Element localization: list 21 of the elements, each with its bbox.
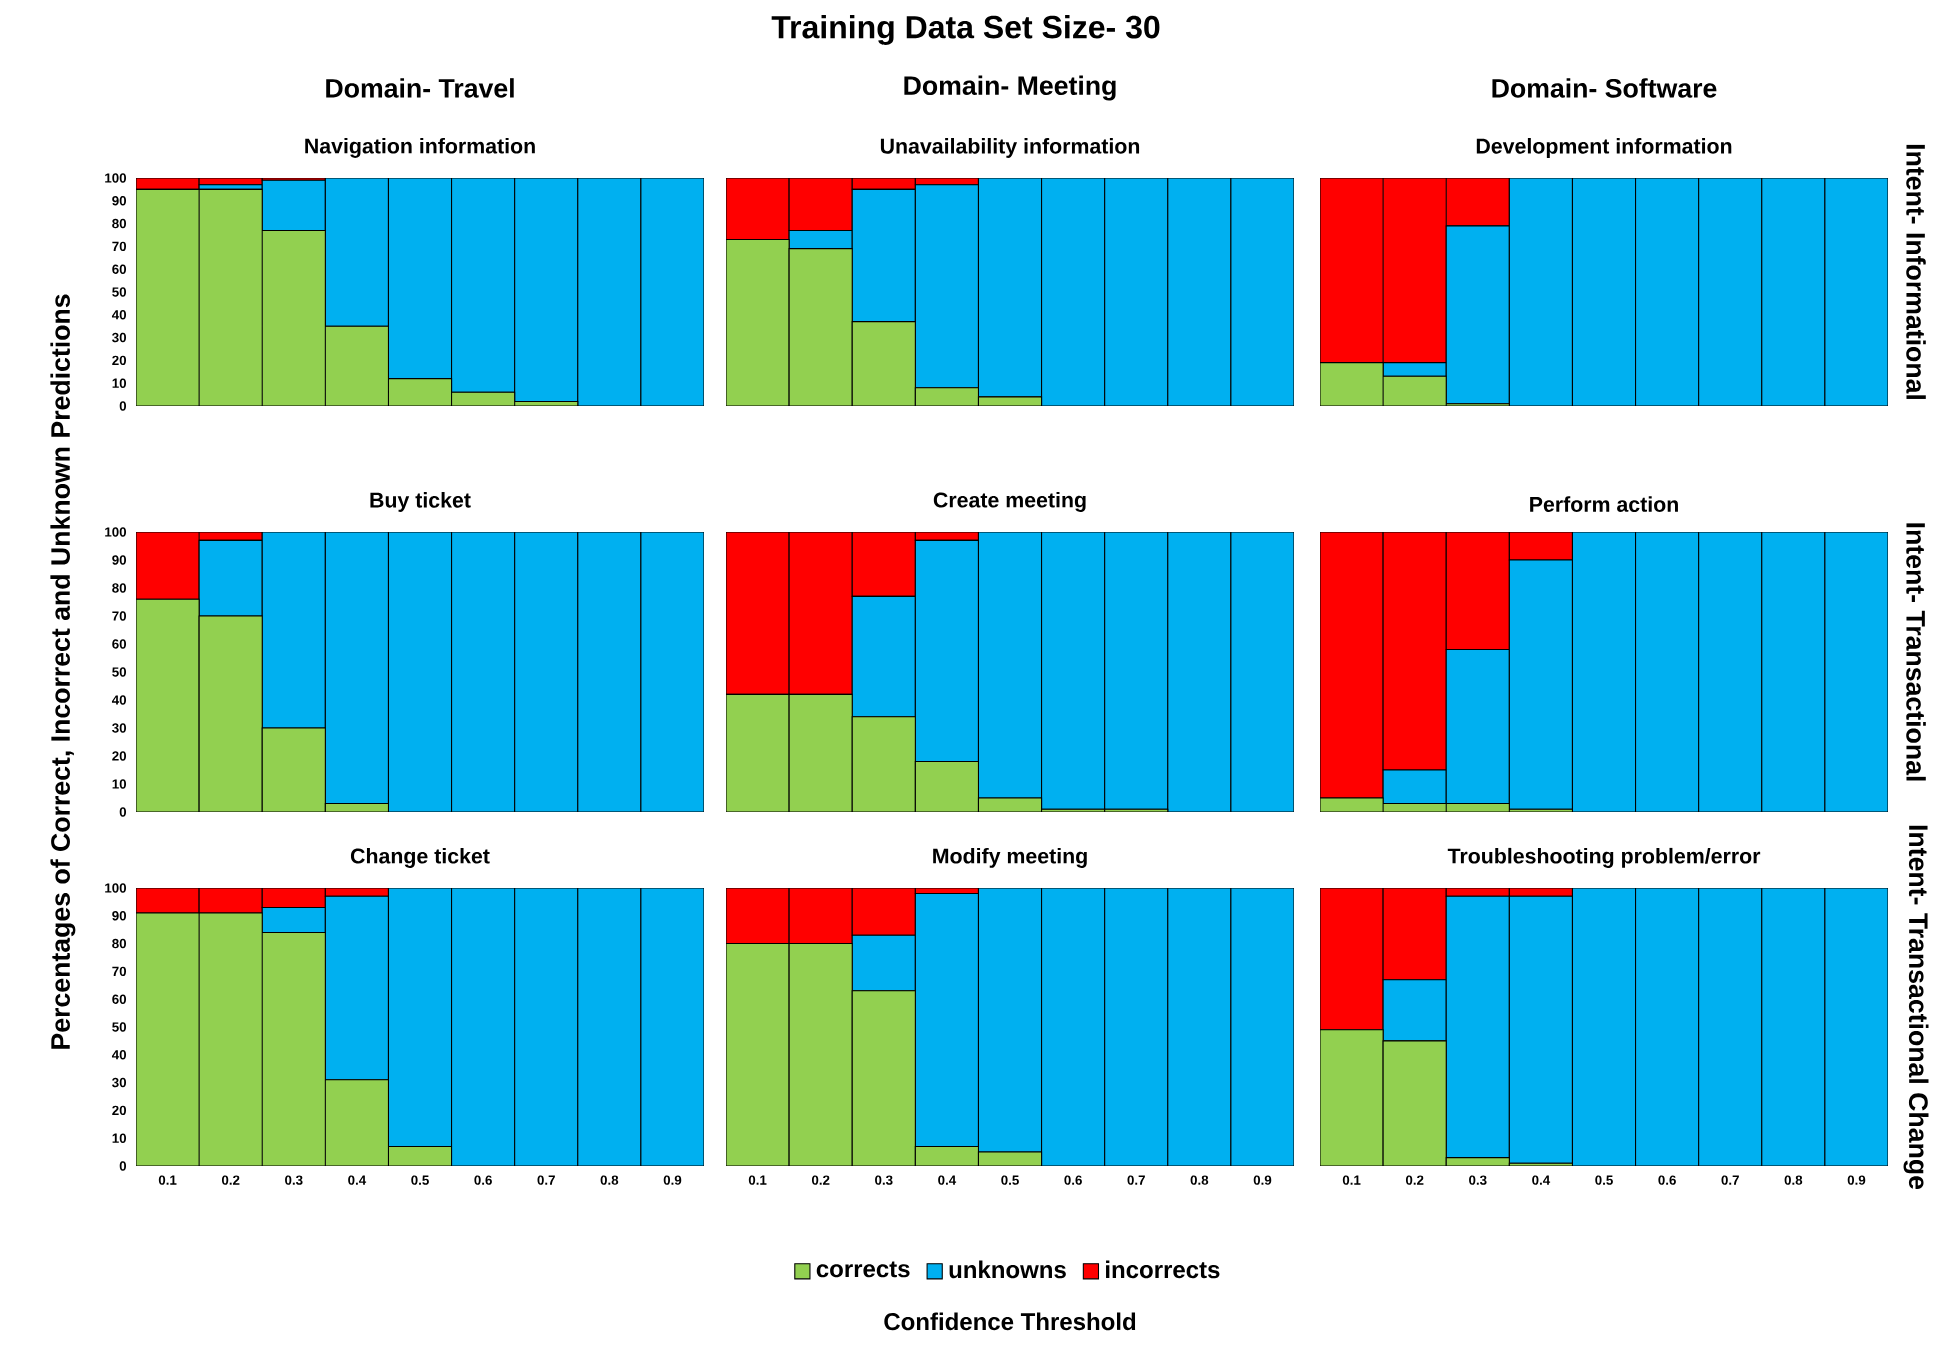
legend-label: incorrects	[1106, 1260, 1220, 1279]
chart-title: Unavailability information	[880, 137, 1140, 158]
chart-title: Perform action	[1530, 496, 1678, 512]
text: Domain- Software	[1492, 78, 1717, 98]
chart-title: Troubleshooting problem/error	[1447, 847, 1761, 868]
text: Domain- Meeting	[904, 75, 1116, 101]
chart-title: Modify meeting	[933, 847, 1087, 868]
chart-title: Development information	[1476, 137, 1732, 158]
legend-label: corrects	[816, 1261, 910, 1278]
text: Intent- Transactional Change	[1903, 825, 1929, 1190]
text: Domain- Travel	[326, 78, 514, 98]
text: Training Data Set Size- 30	[771, 15, 1160, 45]
text: Intent- Transactional	[1906, 523, 1926, 781]
y-axis-title: Percentages of Correct, Incorrect and Unknown Predictions	[50, 294, 76, 1049]
chart-title: Navigation information	[305, 137, 535, 158]
x-axis-title: Confidence Threshold	[884, 1312, 1136, 1331]
chart-title: Buy ticket	[370, 491, 471, 512]
text: Intent- Informational	[1906, 144, 1926, 399]
chart-title: Change ticket	[350, 847, 490, 868]
legend-label: unknowns	[949, 1260, 1066, 1279]
chart-title: Create meeting	[933, 491, 1086, 512]
